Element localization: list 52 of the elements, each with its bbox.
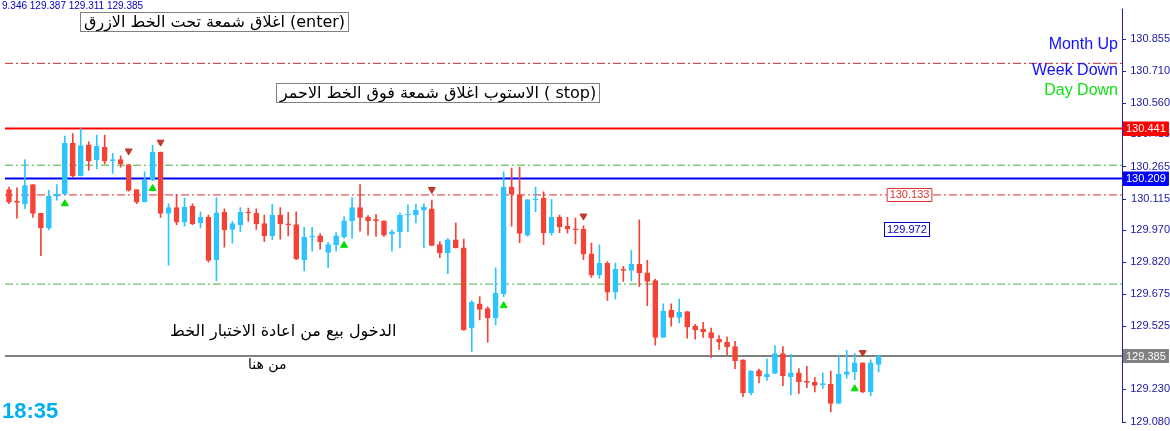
- y-tick-label: 130.265: [1130, 159, 1170, 172]
- point: [340, 240, 349, 248]
- annotation: الاستوب اغلاق شمعة فوق الخط الاحمر ( stop): [276, 83, 601, 104]
- candlestick: [843, 350, 850, 379]
- y-tick-label: 129.230: [1130, 382, 1170, 395]
- candlestick: [357, 184, 363, 232]
- y-tick-label: 130.115: [1131, 191, 1170, 204]
- ref-line-label: 129.385: [1126, 349, 1166, 362]
- candlestick: [14, 187, 20, 219]
- candlestick: [109, 153, 116, 174]
- candlestick: [764, 358, 770, 381]
- annotation: Week Down: [1032, 61, 1118, 80]
- y-tick-label: 129.080: [1130, 414, 1170, 427]
- point: [156, 139, 165, 147]
- annotation: الدخول بيع من اعادة الاختبار الخط: [170, 321, 397, 341]
- y-tick-label: 129.675: [1130, 286, 1170, 299]
- point: [124, 148, 133, 156]
- candlestick: [365, 215, 371, 236]
- candlestick: [628, 249, 635, 281]
- annotation: Day Down: [1044, 81, 1118, 100]
- candlestick: [819, 372, 826, 389]
- point: [499, 301, 508, 309]
- candlestick: [405, 204, 411, 233]
- y-tick-label: 130.560: [1130, 95, 1170, 108]
- candlestick: [421, 203, 427, 249]
- point: [60, 199, 69, 207]
- point: [850, 384, 859, 392]
- candlestick: [644, 260, 651, 306]
- candlestick: [692, 324, 698, 340]
- y-tick-label: 129.525: [1130, 318, 1170, 331]
- y-tick-label: 129.820: [1130, 255, 1170, 268]
- ref-line-label: 130.209: [1126, 172, 1166, 185]
- candlestick: [54, 184, 60, 201]
- ref-line-label: 130.133: [889, 188, 930, 201]
- candlestick: [636, 219, 643, 287]
- y-tick-label: 130.710: [1130, 63, 1170, 76]
- annotation: 9.346 129.387 129.311 129.385: [2, 0, 144, 12]
- point: [148, 183, 157, 191]
- annotation: 129.972: [884, 222, 930, 237]
- candlestick: [389, 229, 395, 252]
- annotation: اغلاق شمعة تحت الخط الازرق (enter): [80, 12, 350, 33]
- annotation: Month Up: [1048, 35, 1118, 54]
- candlestick: [708, 327, 714, 358]
- y-tick-label: 129.970: [1130, 223, 1170, 236]
- point: [858, 350, 867, 358]
- point: [579, 213, 588, 221]
- annotation: 18:35: [2, 398, 59, 424]
- candlestick: [285, 212, 292, 237]
- candlestick: [309, 226, 316, 252]
- point: [427, 187, 436, 195]
- y-tick-label: 130.855: [1130, 32, 1170, 45]
- annotation: من هنا: [248, 356, 287, 373]
